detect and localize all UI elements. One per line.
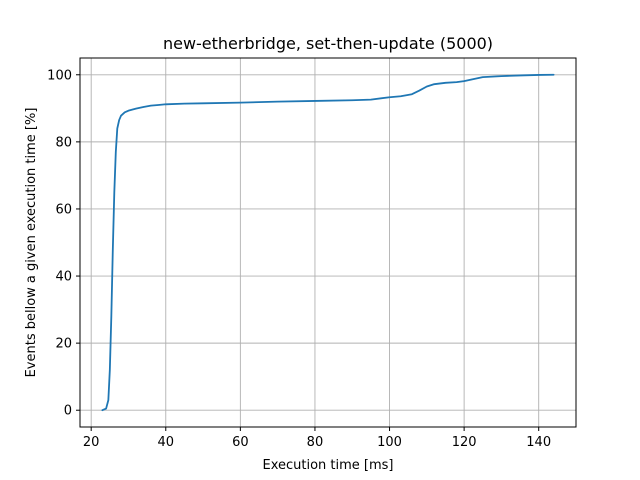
series-line [101,73,555,412]
x-tick-label: 140 [526,435,551,450]
y-tick-label: 40 [55,270,72,285]
y-tick-label: 80 [55,135,72,150]
chart-title: new-etherbridge, set-then-update (5000) [163,34,493,53]
series-layer [101,73,555,412]
x-tick-label: 100 [377,435,402,450]
y-tick-label: 100 [47,68,72,83]
grid [80,58,576,427]
x-tick-label: 60 [232,435,249,450]
ticks: 20 40 60 80 100 120 140 0 20 40 60 80 100 [47,68,551,450]
x-tick-label: 20 [83,435,100,450]
plot-frame [79,57,577,428]
x-axis-label: Execution time [ms] [262,458,393,473]
y-tick-label: 20 [55,337,72,352]
x-tick-label: 80 [307,435,324,450]
x-tick-label: 120 [452,435,477,450]
x-tick-label: 40 [158,435,175,450]
y-tick-label: 0 [64,404,72,419]
y-tick-label: 60 [55,202,72,217]
y-axis-label: Events bellow a given execution time [%] [24,108,39,378]
